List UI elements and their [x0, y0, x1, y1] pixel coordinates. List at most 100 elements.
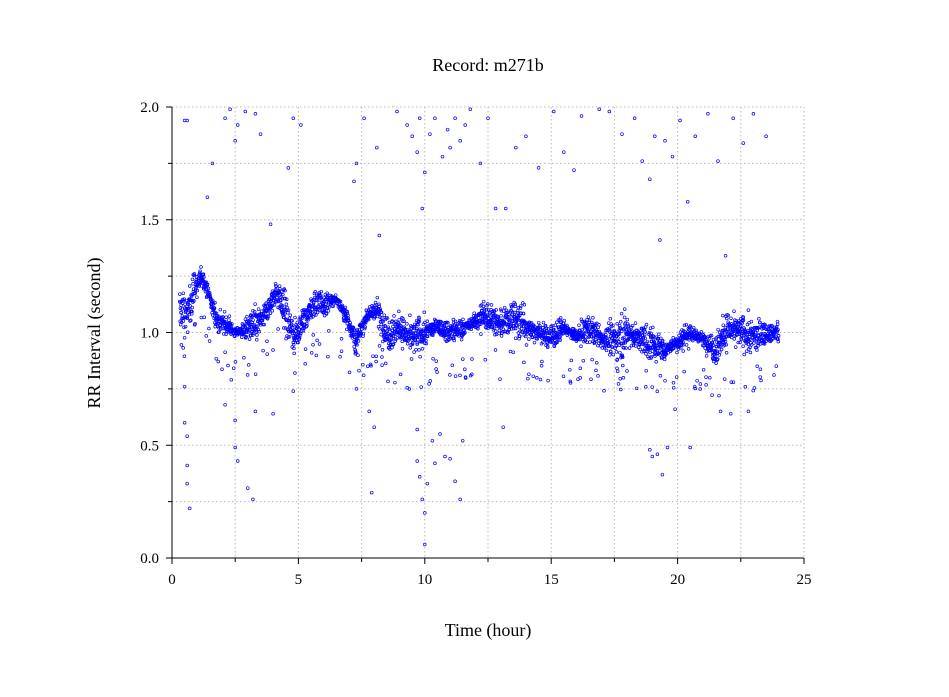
data-point	[282, 315, 286, 320]
data-point	[434, 359, 439, 363]
data-point	[190, 309, 194, 314]
data-point	[660, 472, 665, 477]
data-point	[199, 315, 204, 320]
data-point	[295, 325, 300, 329]
data-point	[214, 356, 219, 361]
data-point	[410, 134, 414, 139]
data-point	[518, 304, 523, 308]
data-point	[662, 357, 667, 362]
data-point	[650, 454, 655, 459]
data-point	[561, 374, 566, 378]
data-point	[524, 134, 528, 139]
data-point	[313, 290, 317, 294]
data-point	[594, 339, 599, 344]
data-point	[196, 280, 201, 284]
data-point	[721, 313, 725, 318]
data-point	[361, 334, 365, 338]
data-point	[733, 345, 738, 349]
data-point	[242, 356, 246, 360]
data-point	[596, 374, 600, 378]
data-point	[355, 343, 359, 347]
data-point	[417, 475, 422, 479]
data-point	[380, 319, 384, 323]
data-point	[494, 308, 498, 312]
data-point	[322, 313, 327, 318]
data-point	[561, 331, 565, 336]
data-point	[655, 389, 660, 394]
data-point	[338, 299, 343, 304]
data-point	[522, 303, 527, 307]
data-point	[297, 335, 302, 340]
data-point	[262, 322, 266, 327]
data-point	[691, 325, 696, 330]
data-point	[746, 342, 750, 347]
data-point	[607, 326, 612, 331]
data-point	[562, 150, 566, 154]
data-point	[361, 331, 366, 336]
data-point	[749, 319, 754, 324]
data-point	[423, 511, 427, 515]
data-point	[644, 352, 648, 356]
data-point	[764, 134, 768, 139]
data-point	[581, 358, 586, 363]
data-point	[251, 308, 255, 313]
data-point	[729, 380, 734, 384]
data-point	[415, 342, 419, 347]
data-point	[493, 206, 498, 211]
data-point	[315, 338, 319, 343]
data-point	[634, 386, 639, 391]
data-point	[645, 339, 650, 344]
data-point	[305, 321, 309, 326]
data-point	[278, 287, 282, 291]
data-point	[521, 311, 526, 316]
data-point	[619, 342, 623, 346]
data-point	[507, 327, 512, 331]
data-point	[513, 316, 517, 320]
x-tick-labels: 0 5 10 15 20 25	[168, 572, 811, 588]
data-point	[243, 323, 247, 328]
data-point	[541, 340, 545, 344]
data-point	[227, 314, 232, 318]
data-point	[217, 330, 221, 334]
data-point	[511, 350, 516, 354]
y-tick-label: 0.0	[140, 551, 159, 567]
data-point	[408, 313, 412, 318]
data-point	[284, 297, 289, 301]
data-point	[736, 320, 741, 325]
data-point	[640, 340, 645, 345]
data-point	[663, 378, 667, 383]
data-point	[434, 367, 438, 371]
x-tick-label: 10	[417, 572, 432, 588]
data-point	[216, 314, 221, 318]
data-point	[385, 316, 390, 320]
data-point	[552, 327, 556, 332]
data-point	[558, 316, 563, 320]
data-point	[590, 320, 594, 325]
data-point	[763, 323, 768, 327]
data-point	[222, 309, 227, 314]
data-point	[390, 319, 394, 323]
data-point	[594, 368, 598, 373]
data-point	[229, 377, 234, 382]
data-point	[710, 393, 714, 397]
data-point	[558, 338, 562, 342]
data-point	[684, 343, 689, 347]
data-point	[461, 317, 465, 322]
data-point	[686, 347, 691, 351]
data-point	[381, 320, 385, 324]
data-point	[282, 305, 286, 309]
data-point	[354, 387, 359, 391]
data-point	[357, 368, 361, 373]
data-point	[377, 344, 382, 348]
data-point	[624, 328, 629, 332]
data-point	[772, 373, 776, 377]
data-point	[707, 336, 712, 340]
data-point	[758, 375, 762, 379]
data-point	[246, 486, 250, 490]
data-point	[377, 327, 382, 331]
data-point	[387, 327, 392, 332]
data-point	[410, 341, 415, 345]
y-tick-label: 1.5	[140, 213, 159, 229]
data-point	[620, 132, 624, 136]
data-point	[231, 366, 236, 370]
